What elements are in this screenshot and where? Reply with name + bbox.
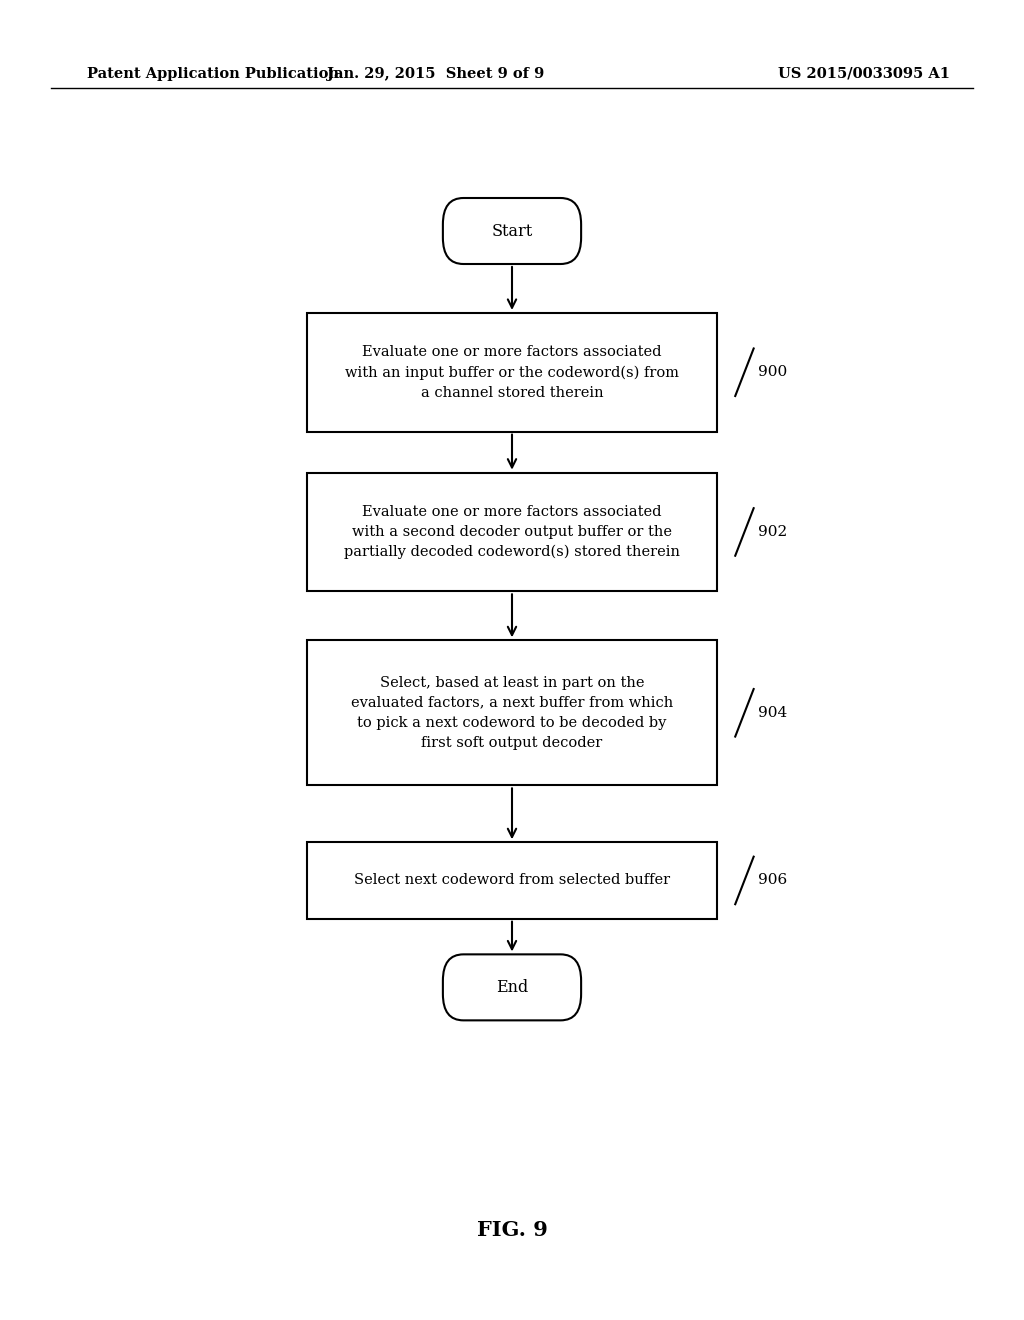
Text: 904: 904 — [758, 706, 787, 719]
Text: Evaluate one or more factors associated
with an input buffer or the codeword(s) : Evaluate one or more factors associated … — [345, 345, 679, 400]
FancyBboxPatch shape — [442, 954, 582, 1020]
Text: Select, based at least in part on the
evaluated factors, a next buffer from whic: Select, based at least in part on the ev… — [351, 676, 673, 750]
Text: Evaluate one or more factors associated
with a second decoder output buffer or t: Evaluate one or more factors associated … — [344, 504, 680, 560]
FancyBboxPatch shape — [307, 473, 717, 591]
Text: End: End — [496, 979, 528, 995]
Text: Jan. 29, 2015  Sheet 9 of 9: Jan. 29, 2015 Sheet 9 of 9 — [327, 67, 544, 81]
Text: 900: 900 — [758, 366, 787, 379]
Text: 902: 902 — [758, 525, 787, 539]
Text: Select next codeword from selected buffer: Select next codeword from selected buffe… — [354, 874, 670, 887]
FancyBboxPatch shape — [307, 640, 717, 785]
Text: Start: Start — [492, 223, 532, 239]
FancyBboxPatch shape — [307, 842, 717, 919]
Text: 906: 906 — [758, 874, 787, 887]
FancyBboxPatch shape — [307, 313, 717, 432]
Text: US 2015/0033095 A1: US 2015/0033095 A1 — [778, 67, 950, 81]
Text: Patent Application Publication: Patent Application Publication — [87, 67, 339, 81]
Text: FIG. 9: FIG. 9 — [476, 1220, 548, 1241]
FancyBboxPatch shape — [442, 198, 582, 264]
